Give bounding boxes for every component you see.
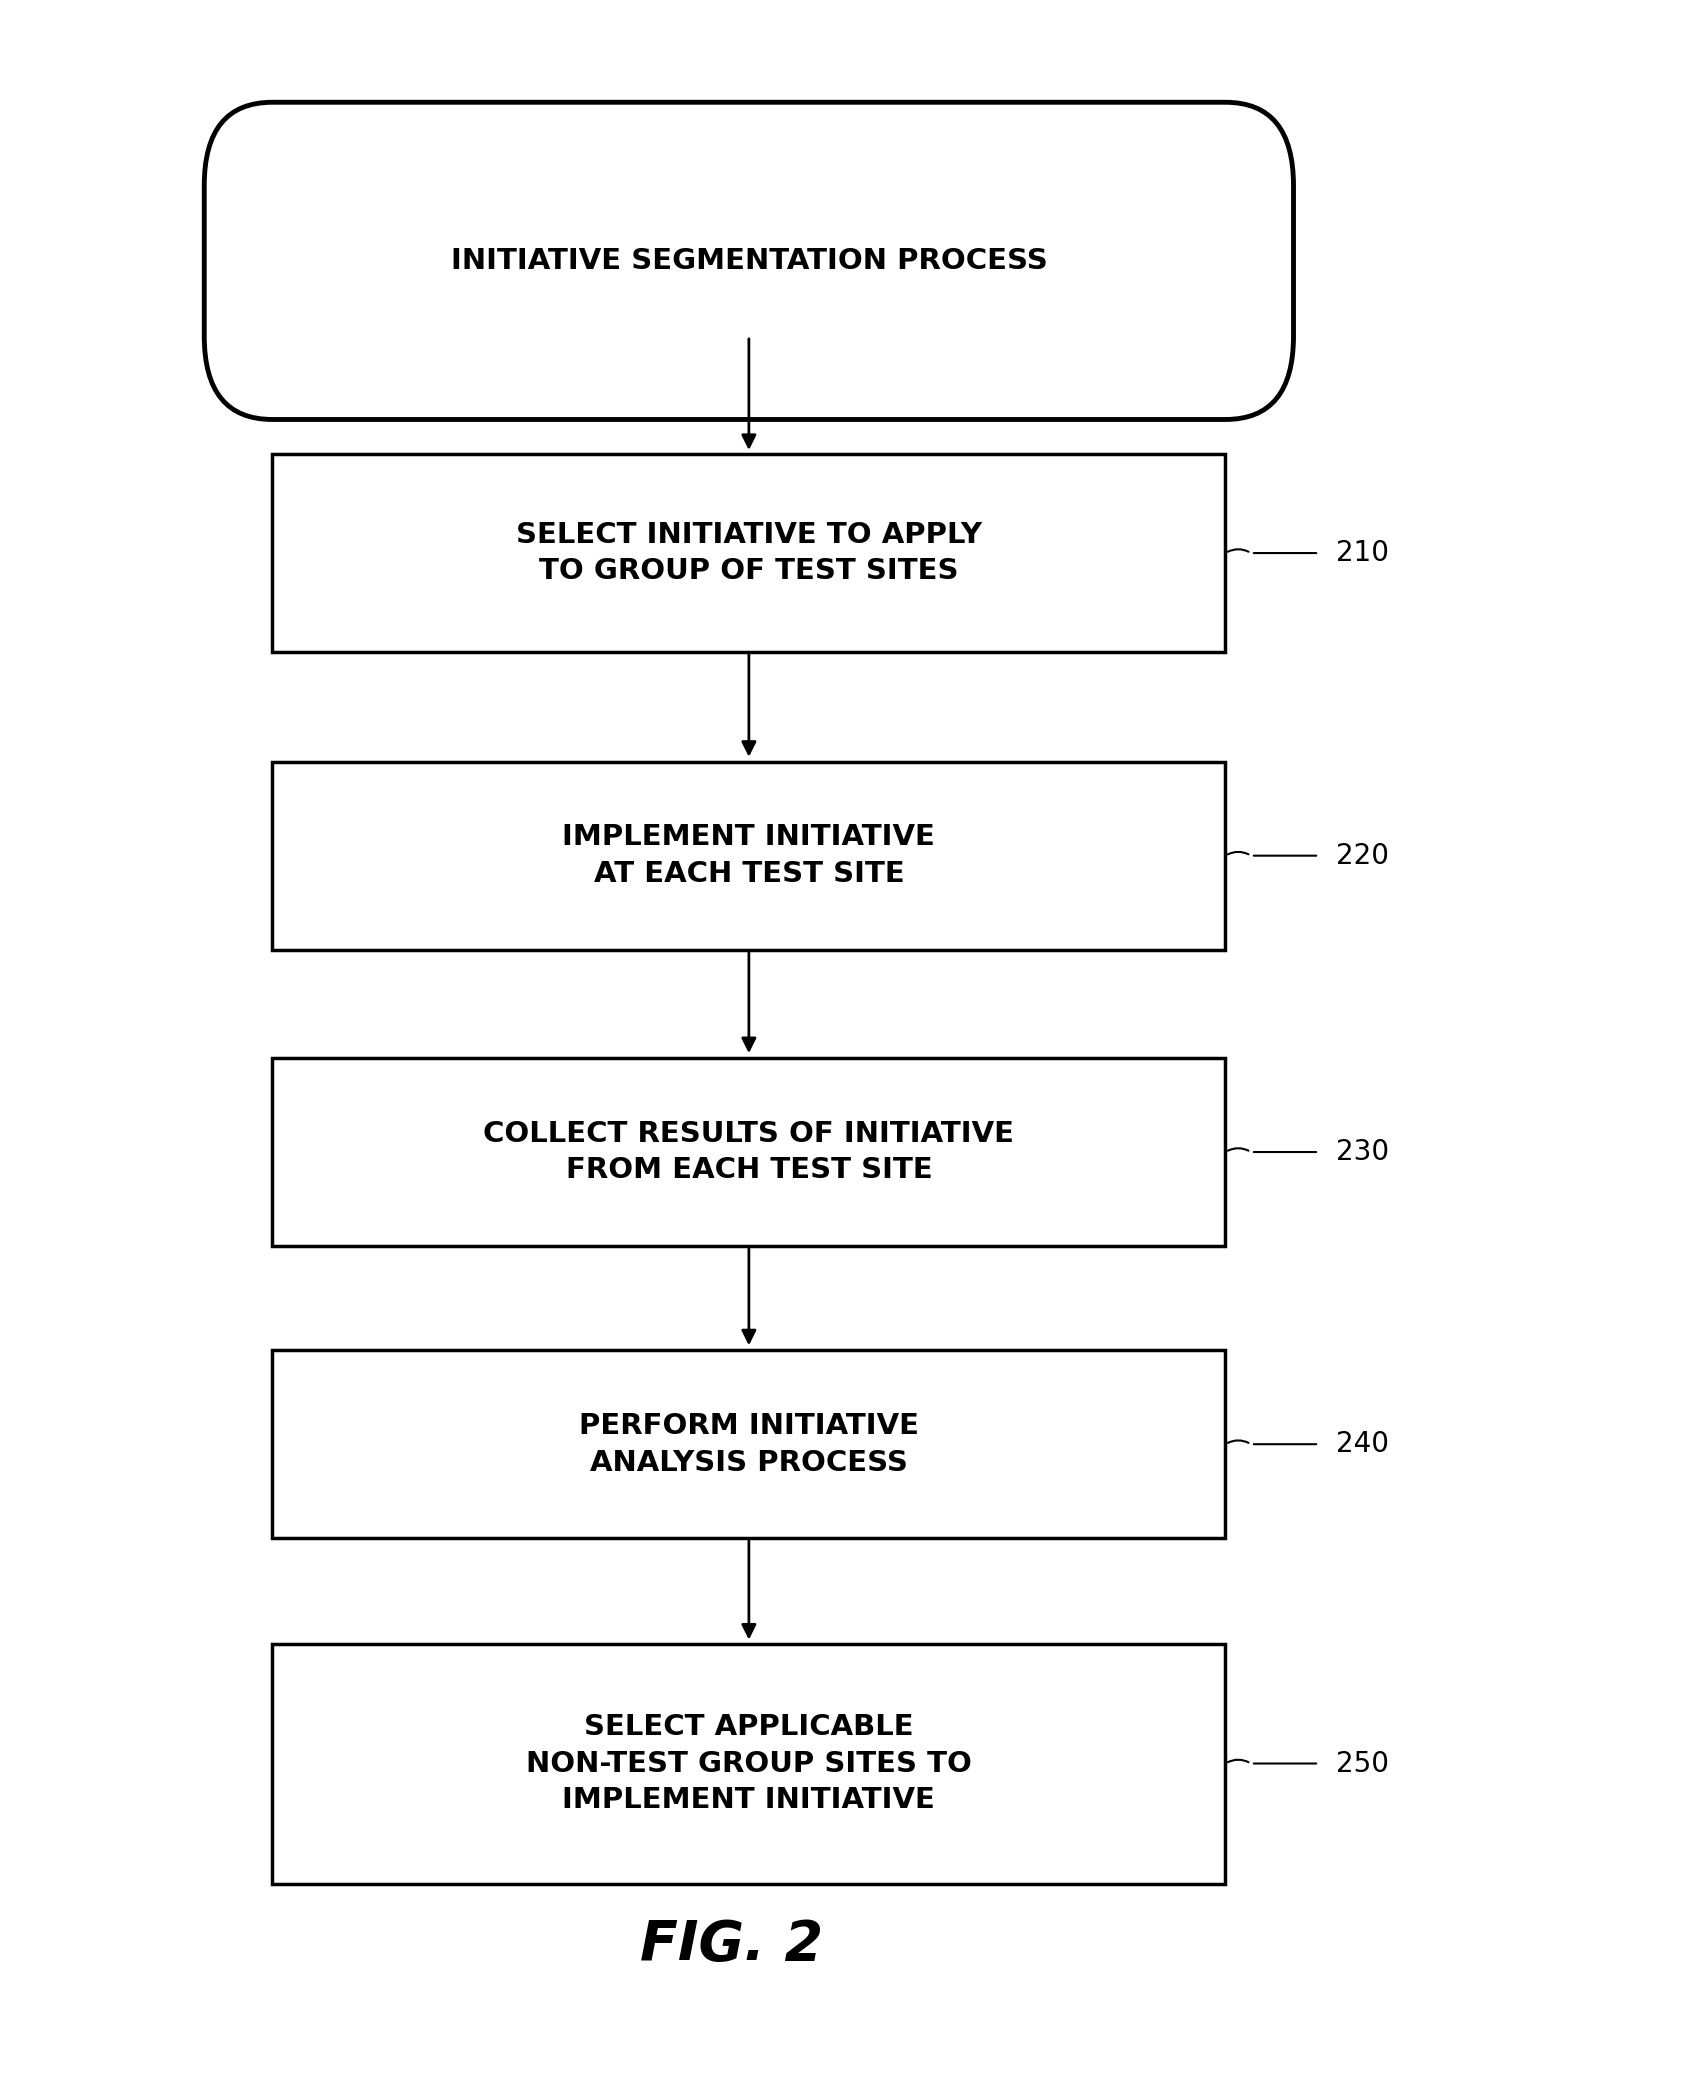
Text: COLLECT RESULTS OF INITIATIVE
FROM EACH TEST SITE: COLLECT RESULTS OF INITIATIVE FROM EACH … (483, 1119, 1014, 1185)
FancyBboxPatch shape (272, 1058, 1225, 1246)
FancyBboxPatch shape (272, 455, 1225, 651)
FancyBboxPatch shape (272, 762, 1225, 950)
FancyBboxPatch shape (272, 1350, 1225, 1538)
Text: PERFORM INITIATIVE
ANALYSIS PROCESS: PERFORM INITIATIVE ANALYSIS PROCESS (579, 1411, 919, 1478)
Text: SELECT APPLICABLE
NON-TEST GROUP SITES TO
IMPLEMENT INITIATIVE: SELECT APPLICABLE NON-TEST GROUP SITES T… (526, 1713, 972, 1814)
Text: 210: 210 (1336, 538, 1389, 568)
Text: IMPLEMENT INITIATIVE
AT EACH TEST SITE: IMPLEMENT INITIATIVE AT EACH TEST SITE (562, 822, 936, 889)
Text: 250: 250 (1336, 1749, 1389, 1778)
Text: FIG. 2: FIG. 2 (640, 1918, 824, 1972)
FancyBboxPatch shape (272, 1645, 1225, 1882)
Text: 230: 230 (1336, 1137, 1389, 1167)
Text: INITIATIVE SEGMENTATION PROCESS: INITIATIVE SEGMENTATION PROCESS (451, 246, 1047, 275)
Text: SELECT INITIATIVE TO APPLY
TO GROUP OF TEST SITES: SELECT INITIATIVE TO APPLY TO GROUP OF T… (516, 520, 982, 586)
Text: 240: 240 (1336, 1430, 1389, 1459)
Text: 220: 220 (1336, 841, 1389, 870)
FancyBboxPatch shape (204, 102, 1294, 419)
